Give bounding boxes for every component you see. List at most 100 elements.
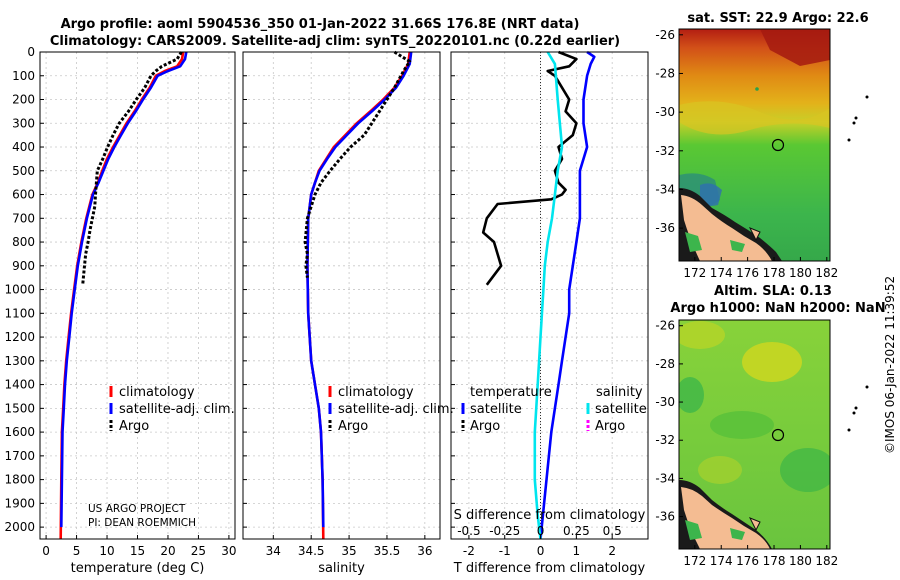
x2-tick-label: 0.5: [603, 524, 622, 538]
map-y-tick-label: -36: [655, 510, 675, 524]
y-tick-label: 200: [12, 93, 35, 107]
x-tick-label: 34: [266, 544, 281, 558]
map-y-tick-label: -28: [655, 357, 675, 371]
series-line-satellite-s: [533, 51, 564, 540]
legend-temperature-panel: climatology satellite-adj. clim. Argo: [109, 385, 235, 434]
sst-float-marker: [771, 138, 785, 152]
x-tick-label: 2: [608, 544, 616, 558]
map-x-tick-label: 176: [736, 554, 759, 568]
y-tick-label: 1900: [4, 496, 35, 510]
map-x-tick-label: 182: [815, 554, 838, 568]
x-tick-label: 35.5: [374, 544, 401, 558]
map-x-tick-label: 180: [789, 266, 812, 280]
legend-climatology-label: climatology: [338, 385, 414, 400]
x-tick-label: 10: [99, 544, 114, 558]
sst-map-field: [679, 29, 830, 261]
x-tick-label: 0: [42, 544, 50, 558]
map-y-tick-label: -34: [655, 182, 675, 196]
y-tick-label: 1600: [4, 425, 35, 439]
legend-climatology-label: climatology: [119, 385, 195, 400]
x-axis-label: salinity: [318, 561, 365, 576]
y-tick-label: 2000: [4, 520, 35, 534]
x-axis-label: temperature (deg C): [71, 561, 205, 576]
sla-map-field: [679, 320, 830, 549]
y-tick-label: 500: [12, 164, 35, 178]
y-tick-label: 1100: [4, 306, 35, 320]
x-tick-label: 25: [191, 544, 206, 558]
axes-frame: [242, 51, 441, 540]
legend-argo-s-label: Argo: [595, 419, 625, 434]
map-y-tick-label: -28: [655, 66, 675, 80]
credit-project: US ARGO PROJECT: [88, 503, 186, 515]
sst-map-panel: sat. SST: 22.9 Argo: 22.6 172 174 176 178 18…: [655, 11, 868, 280]
sla-float-marker: [771, 428, 785, 442]
x-tick-label: 35: [341, 544, 356, 558]
x2-tick-label: -0.25: [489, 524, 520, 538]
y-tick-label: 300: [12, 116, 35, 130]
series-line-satellite-adj-clim-: [60, 51, 188, 528]
y-tick-label: 0: [27, 45, 35, 59]
legend-sat-t-label: satellite: [470, 402, 522, 417]
map-y-tick-label: -26: [655, 319, 675, 333]
map-x-tick-label: 182: [815, 266, 838, 280]
x-tick-label: 15: [130, 544, 145, 558]
x-tick-label: 20: [160, 544, 175, 558]
legend-argo-label: Argo: [338, 419, 368, 434]
series-line-argo-t: [481, 50, 578, 286]
y-tick-label: 1500: [4, 401, 35, 415]
map-y-tick-label: -34: [655, 471, 675, 485]
map-y-tick-label: -32: [655, 144, 675, 158]
x2-tick-label: 0.25: [563, 524, 590, 538]
x-tick-label: 34.5: [298, 544, 325, 558]
legend-satellite-label: satellite-adj. clim.: [338, 402, 454, 417]
series-line-argo: [81, 51, 183, 285]
x-axis-label: T difference from climatology: [453, 561, 646, 576]
legend-salinity-heading: salinity: [596, 385, 643, 400]
sst-map-title: sat. SST: 22.9 Argo: 22.6: [687, 11, 868, 26]
y-tick-label: 400: [12, 140, 35, 154]
map-y-tick-label: -36: [655, 221, 675, 235]
legend-salinity-panel: climatology satellite-adj. clim. Argo: [328, 385, 454, 434]
map-y-tick-label: -30: [655, 105, 675, 119]
legend-temperature-heading: temperature: [470, 385, 552, 400]
y-tick-label: 1800: [4, 473, 35, 487]
y-tick-label: 900: [12, 259, 35, 273]
x-tick-label: 0: [537, 544, 545, 558]
map-y-tick-label: -26: [655, 28, 675, 42]
x-tick-label: 30: [221, 544, 236, 558]
timestamp-label: ©IMOS 06-Jan-2022 11:39:52: [883, 276, 897, 454]
figure-title-line1: Argo profile: aoml 5904536_350 01-Jan-20…: [61, 17, 580, 32]
legend-sat-s-label: satellite: [595, 402, 647, 417]
y-tick-label: 1400: [4, 378, 35, 392]
sla-map-panel: Altim. SLA: 0.13 Argo h1000: NaN h2000: …: [655, 284, 885, 568]
x-tick-label: 36: [417, 544, 432, 558]
x-tick-label: -2: [463, 544, 475, 558]
map-x-tick-label: 178: [763, 266, 786, 280]
map-x-tick-label: 176: [736, 266, 759, 280]
map-x-tick-label: 172: [683, 266, 706, 280]
map-x-tick-label: 172: [683, 554, 706, 568]
map-x-tick-label: 180: [789, 554, 812, 568]
map-y-tick-label: -30: [655, 395, 675, 409]
salinity-panel: 34 34.5 35 35.5 36 salinity: [242, 50, 441, 576]
legend-difference-panel: temperature salinity satellite Argo sate…: [461, 385, 647, 434]
y-tick-label: 800: [12, 235, 35, 249]
x-tick-label: -1: [499, 544, 511, 558]
x2-axis-label: S difference from climatology: [454, 508, 646, 523]
sla-map-title: Altim. SLA: 0.13: [714, 284, 832, 299]
series-line-argo: [303, 50, 412, 278]
x2-tick-label: -0.5: [457, 524, 480, 538]
x-tick-label: 5: [73, 544, 81, 558]
x2-tick-label: 0: [537, 524, 545, 538]
legend-argo-label: Argo: [119, 419, 149, 434]
y-tick-label: 1200: [4, 330, 35, 344]
y-tick-label: 600: [12, 188, 35, 202]
x-tick-label: 1: [573, 544, 581, 558]
y-tick-label: 1700: [4, 449, 35, 463]
axes-frame: [450, 51, 649, 540]
y-tick-label: 100: [12, 69, 35, 83]
map-x-tick-label: 174: [710, 554, 733, 568]
series-line-climatology: [59, 51, 185, 540]
series-line-satellite-t: [539, 50, 596, 540]
